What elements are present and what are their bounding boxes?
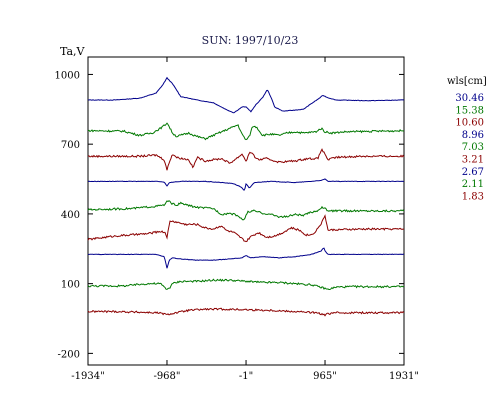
- series-line-30-46: [87, 76, 405, 114]
- series-line-15-38: [87, 122, 405, 141]
- series-line-2-11: [87, 278, 405, 290]
- y-axis: 1000 700 400 100 -200: [55, 70, 404, 360]
- legend-item: 2.11: [462, 179, 484, 190]
- legend-item: 2.67: [462, 167, 484, 178]
- legend-item: 7.03: [462, 142, 484, 153]
- series-line-3-21: [87, 214, 404, 243]
- series-line-8-96: [87, 178, 404, 192]
- legend-item: 8.96: [462, 130, 484, 141]
- series-line-2-67: [87, 247, 405, 269]
- x-tick-label: -1": [239, 371, 253, 382]
- series-line-7-03: [87, 200, 405, 221]
- x-tick-label: -968": [153, 371, 180, 382]
- y-axis-label: Ta,V: [60, 45, 86, 58]
- legend-title: wls[cm]: [447, 76, 487, 87]
- x-tick-label: -1934": [71, 371, 104, 382]
- legend-item: 30.46: [455, 93, 484, 104]
- legend-item: 3.21: [462, 155, 484, 166]
- y-tick-label: -200: [58, 349, 80, 360]
- chart-title: SUN: 1997/10/23: [202, 34, 299, 47]
- series-line-10-60: [87, 148, 405, 171]
- x-tick-label: 965": [313, 371, 337, 382]
- x-axis: -1934" -968" -1" 965" 1931": [71, 57, 419, 382]
- y-tick-label: 100: [61, 280, 80, 291]
- series-lines: [87, 76, 405, 317]
- legend-item: 15.38: [455, 105, 484, 116]
- series-line-1-83: [87, 307, 405, 317]
- y-tick-label: 400: [61, 210, 80, 221]
- legend-item: 10.60: [455, 118, 484, 129]
- y-tick-label: 1000: [55, 70, 80, 81]
- x-tick-label: 1931": [389, 371, 419, 382]
- legend-item: 1.83: [462, 191, 484, 202]
- y-tick-label: 700: [61, 140, 80, 151]
